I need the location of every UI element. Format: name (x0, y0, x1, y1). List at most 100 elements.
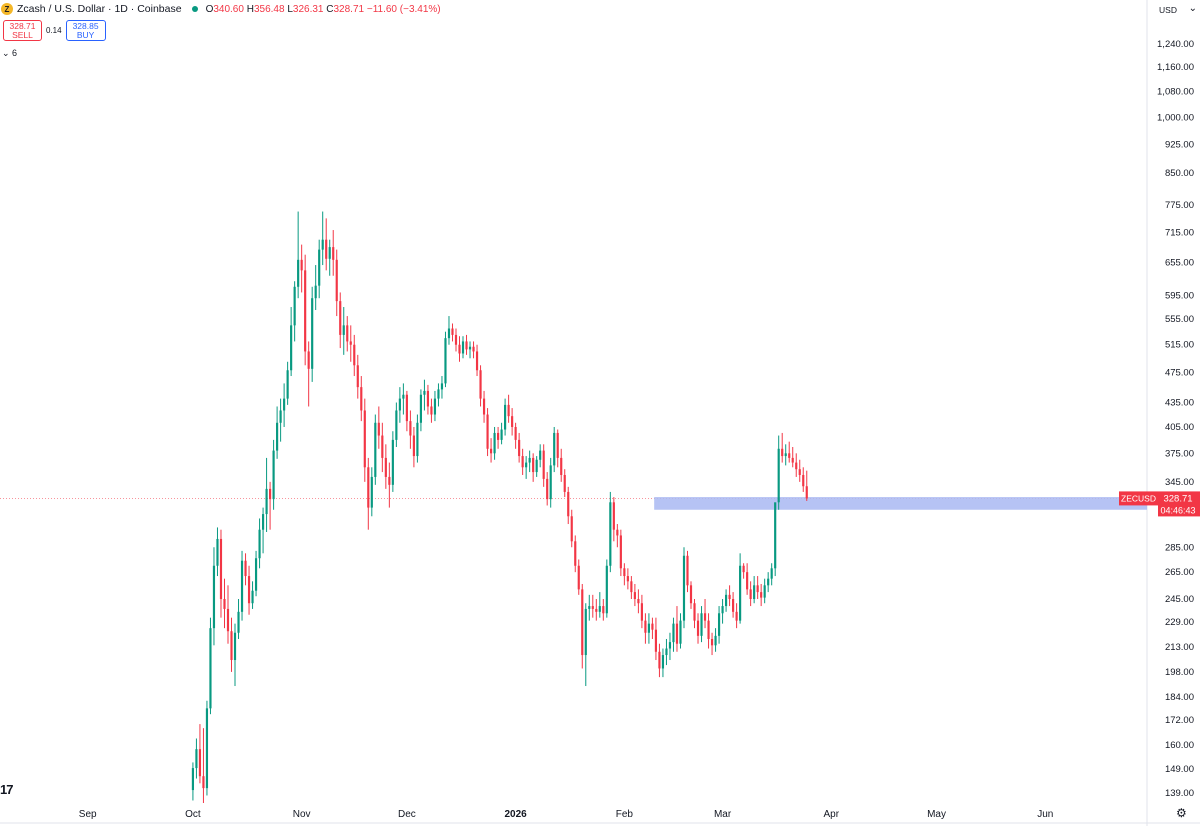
candle-body (353, 344, 356, 366)
high-label: H (246, 3, 254, 15)
candle-body (339, 301, 342, 335)
candle-body (535, 459, 538, 473)
candle-body (567, 491, 570, 517)
time-tick-label: May (927, 809, 946, 820)
candle-body (623, 568, 626, 577)
time-tick-label: Nov (293, 809, 311, 820)
candle-body (777, 448, 780, 503)
change-value: −11.60 (−3.41%) (366, 3, 441, 15)
candle-body (651, 623, 654, 630)
candle-body (356, 365, 359, 388)
candle-body (297, 259, 300, 287)
price-tick-label: 405.00 (1165, 422, 1194, 433)
candle-body (696, 620, 700, 636)
candle-body (788, 453, 791, 458)
price-tick-label: 715.00 (1165, 227, 1194, 238)
candle-body (486, 414, 489, 449)
candle-body (588, 606, 591, 609)
indicators-toggle[interactable]: ⌄ 6 (2, 48, 18, 58)
settings-gear-icon[interactable]: ⚙ (1176, 806, 1187, 820)
candle-body (739, 565, 742, 621)
last-price-label: 328.71 (1163, 493, 1192, 504)
candle-body (675, 623, 679, 644)
candle-body (240, 560, 244, 612)
candle-body (560, 457, 563, 475)
candle-body (472, 346, 475, 352)
candle-body (409, 421, 412, 436)
candle-body (265, 488, 268, 515)
candle-body (461, 341, 465, 354)
candle-body (293, 286, 296, 326)
candle-body (465, 341, 468, 350)
market-status-icon (191, 6, 198, 12)
candle-body (791, 457, 794, 463)
candle-body (781, 448, 784, 457)
low-value: 326.31 (292, 3, 324, 15)
candle-body (753, 585, 756, 600)
candle-body (682, 555, 686, 621)
candle-body (654, 629, 658, 652)
candle-body (384, 457, 387, 477)
price-tick-label: 775.00 (1165, 200, 1194, 211)
tradingview-logo[interactable]: 17 (0, 782, 14, 797)
candle-body (349, 341, 352, 345)
candle-body (269, 488, 272, 500)
candle-body (767, 578, 770, 586)
candle-body (489, 448, 493, 454)
candle-body (202, 776, 205, 789)
chart-header: Z Zcash / U.S. Dollar · 1D · Coinbase O3… (0, 0, 441, 18)
candle-body (426, 390, 430, 407)
candle-body (774, 502, 777, 569)
candle-body (577, 565, 580, 590)
price-tick-label: 229.00 (1165, 617, 1194, 628)
axis-menu-chevron-icon[interactable]: ⌄ (1188, 3, 1197, 14)
candle-body (581, 589, 584, 656)
candle-body (276, 422, 279, 451)
candle-body (261, 514, 265, 530)
candle-body (360, 387, 363, 411)
price-tick-label: 1,000.00 (1157, 113, 1194, 124)
candle-body (746, 572, 749, 590)
candle-body (377, 422, 380, 436)
candle-body (493, 432, 496, 454)
candle-countdown-label: 04:46:43 (1160, 505, 1195, 515)
time-tick-label: Apr (824, 809, 840, 820)
candle-body (732, 599, 735, 612)
price-tick-label: 265.00 (1165, 567, 1194, 578)
buy-button[interactable]: 328.85 BUY (65, 20, 106, 41)
candle-body (223, 599, 226, 609)
trade-panel: 328.71 SELL 0.14 328.85 BUY (3, 20, 106, 41)
candle-body (454, 334, 458, 345)
price-tick-label: 160.00 (1165, 740, 1194, 751)
price-tick-label: 213.00 (1165, 642, 1194, 653)
price-tick-label: 595.00 (1165, 290, 1194, 301)
candle-body (212, 565, 216, 629)
currency-label[interactable]: USD (1159, 5, 1177, 15)
candle-body (367, 467, 370, 508)
price-tick-label: 375.00 (1165, 448, 1194, 459)
candle-body (388, 476, 391, 485)
candle-body (760, 592, 763, 598)
symbol-title[interactable]: Zcash / U.S. Dollar · 1D · Coinbase (17, 3, 182, 15)
candle-body (714, 635, 717, 646)
sell-button[interactable]: 328.71 SELL (3, 20, 42, 41)
ohlc-readout: O340.60 H356.48 L326.31 C328.71 −11.60 (… (206, 4, 441, 15)
candle-body (195, 749, 198, 769)
price-tick-label: 475.00 (1165, 367, 1194, 378)
candle-body (398, 398, 401, 411)
candle-body (451, 328, 454, 335)
candle-body (805, 486, 808, 499)
candle-body (668, 642, 672, 649)
candle-body (563, 474, 566, 492)
time-tick-label: 2026 (504, 809, 527, 820)
candle-body (370, 476, 373, 508)
candle-body (700, 613, 703, 636)
candle-body (721, 606, 724, 614)
candle-body (511, 416, 514, 427)
candle-body (553, 432, 556, 466)
candle-body (630, 581, 633, 593)
time-tick-label: Feb (616, 809, 634, 820)
candle-body (756, 585, 759, 593)
price-tick-label: 1,160.00 (1157, 62, 1194, 73)
